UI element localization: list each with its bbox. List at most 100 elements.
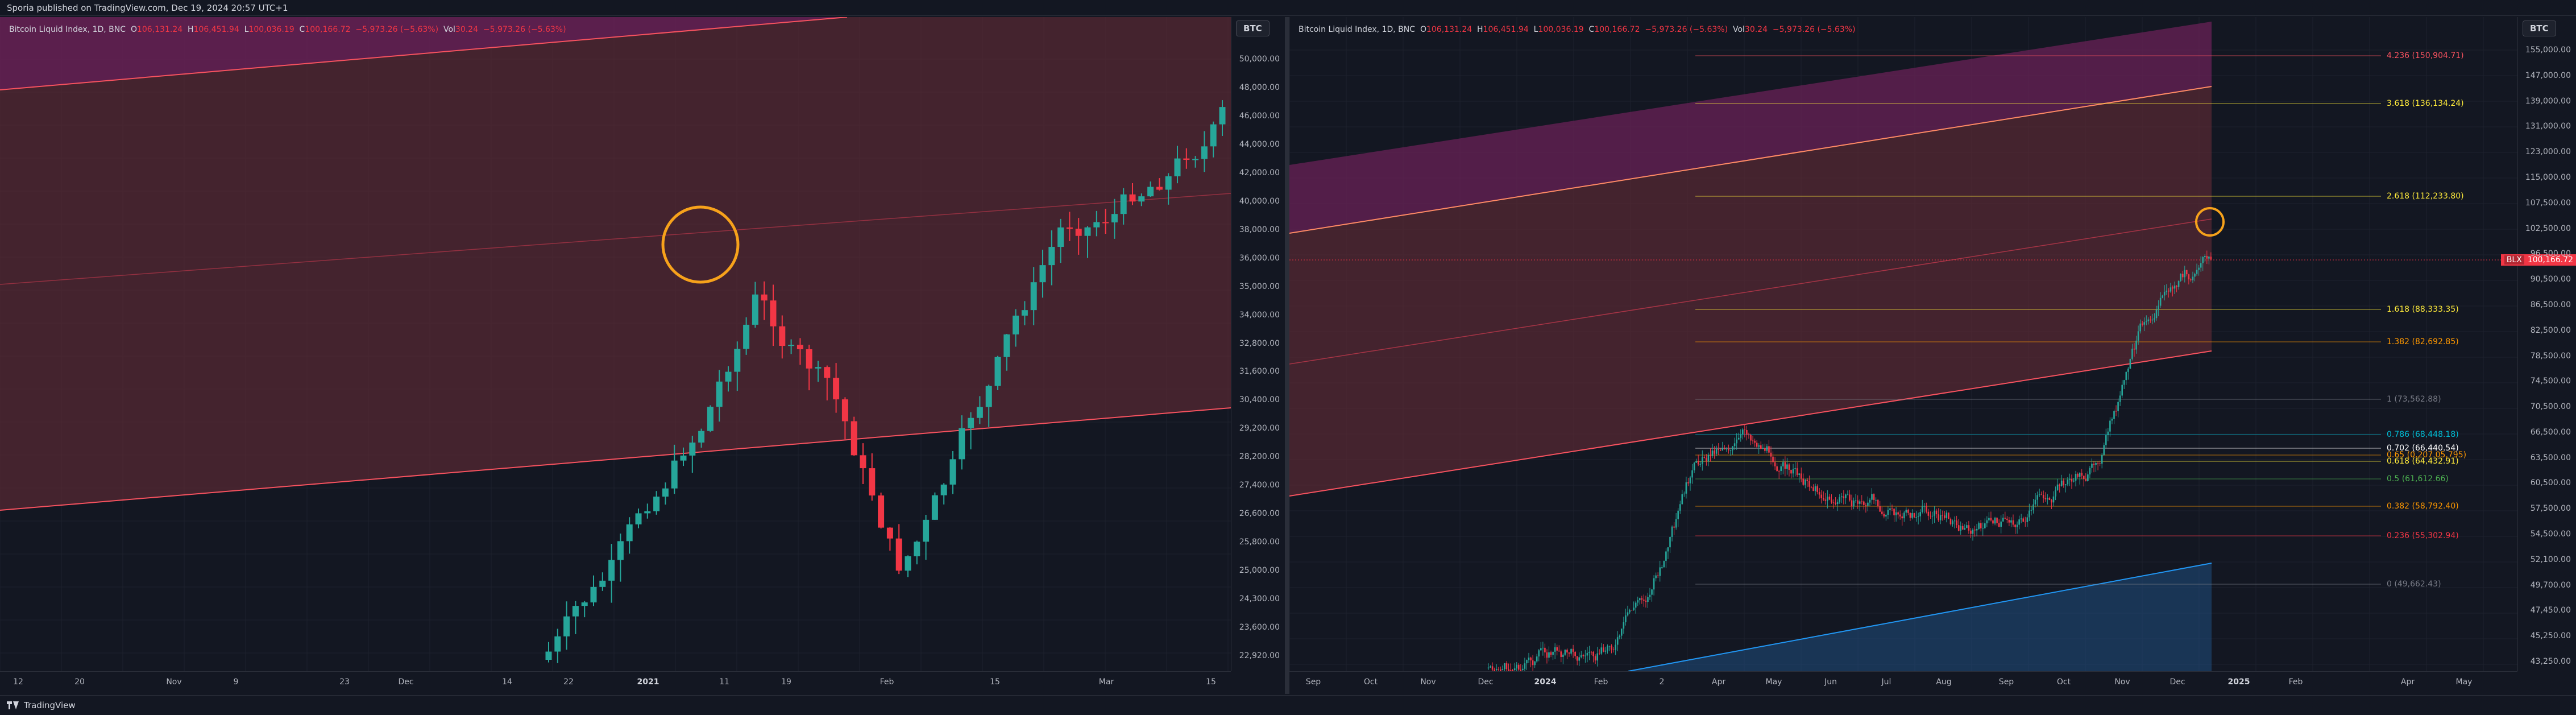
candle-body: [1174, 158, 1181, 176]
right-price-axis[interactable]: BTC BLX 100,166.72 155,000.00 147,000.00 13…: [2500, 17, 2576, 671]
candle-body: [1627, 612, 1629, 615]
candle-body: [851, 421, 857, 456]
candle-body: [2190, 279, 2192, 280]
candle-body: [1994, 518, 1996, 524]
candle-body: [1719, 449, 1722, 451]
symbol-badge[interactable]: BTC: [2523, 20, 2556, 36]
candle-body: [1604, 650, 1607, 652]
candle-body: [2141, 323, 2143, 325]
candle-body: [1899, 514, 1901, 517]
pane-divider[interactable]: [1285, 17, 1289, 694]
candle-body: [1084, 227, 1091, 236]
candle-body: [1532, 660, 1534, 666]
tradingview-brand[interactable]: TradingView: [7, 696, 76, 715]
candle-body: [1934, 510, 1935, 516]
left-price-axis[interactable]: BTC 50,000.00 48,000.00 46,000.00 44,000.00…: [1231, 17, 1285, 671]
candle-body: [1491, 666, 1494, 670]
right-chart-canvas[interactable]: [1289, 17, 2517, 671]
candle-body: [1623, 622, 1625, 629]
legend-vol-change: −5,973.26 (−5.63%): [483, 25, 566, 34]
candle-body: [1653, 578, 1655, 590]
left-time-axis[interactable]: 12 20 Nov 9 23 Dec 14 22 2021 11 19 Feb 15 Mar 15: [0, 671, 1231, 694]
candle-body: [1964, 528, 1966, 530]
candle-body: [1643, 600, 1645, 601]
candle-body: [1758, 445, 1760, 447]
candle-body: [2163, 292, 2166, 296]
candle-body: [698, 431, 705, 443]
price-tick-label: 22,920.00: [1239, 651, 1280, 660]
candle-body: [1752, 440, 1754, 441]
price-tick-label: 123,000.00: [2525, 147, 2571, 157]
candle-body: [1970, 530, 1972, 534]
candle-body: [1576, 656, 1578, 661]
candle-body: [1706, 457, 1707, 461]
candle-body: [1588, 651, 1590, 653]
price-tick-label: 38,000.00: [1239, 225, 1280, 234]
candle-body: [1903, 513, 1905, 519]
candle-body: [2172, 287, 2173, 289]
right-time-axis[interactable]: Sep Oct Nov Dec 2024 Feb 2 Apr May Jun Jul Aug Sep Oc…: [1289, 671, 2517, 694]
left-chart-pane[interactable]: Bitcoin Liquid Index, 1D, BNC O106,131.2…: [0, 17, 1285, 694]
candle-body: [644, 511, 651, 514]
candle-body: [2008, 519, 2010, 523]
candle-body: [1538, 650, 1540, 657]
price-tick-label: 52,100.00: [2530, 555, 2571, 564]
candle-body: [1534, 661, 1536, 666]
candle-body: [653, 497, 660, 511]
legend-low-label: L: [244, 25, 249, 34]
candle-body: [1814, 486, 1816, 491]
candle-body: [2042, 494, 2044, 498]
channel-fill: [0, 17, 1231, 510]
fib-level-label: 0.5 (61,612.66): [2387, 474, 2449, 483]
candle-body: [2109, 420, 2111, 432]
publish-header: Sporia published on TradingView.com, Dec…: [0, 0, 2576, 16]
candle-body: [1645, 600, 1647, 602]
candle-body: [761, 294, 768, 301]
candle-body: [1066, 227, 1073, 229]
candle-body: [752, 294, 758, 325]
price-tick-label: 70,500.00: [2530, 402, 2571, 412]
candle-body: [1857, 500, 1859, 504]
legend-low: 100,036.19: [1538, 25, 1584, 34]
candle-body: [2181, 274, 2184, 278]
candle-body: [1867, 502, 1869, 506]
right-chart-pane[interactable]: Bitcoin Liquid Index, 1D, BNC O106,131.2…: [1289, 17, 2576, 694]
price-tick-label: 96,500.00: [2530, 249, 2571, 259]
time-tick-label: Apr: [2400, 677, 2415, 687]
candle-body: [1592, 651, 1594, 656]
candle-body: [2176, 286, 2177, 287]
candle-body: [1806, 480, 1808, 481]
symbol-badge[interactable]: BTC: [1236, 20, 1270, 36]
candle-body: [1805, 480, 1806, 485]
candle-body: [1812, 487, 1814, 491]
candle-body: [2210, 257, 2212, 260]
candle-body: [1824, 499, 1827, 501]
candle-body: [1845, 494, 1847, 498]
candle-body: [1782, 462, 1784, 466]
candle-body: [1818, 492, 1820, 495]
candle-body: [2014, 524, 2016, 527]
candle-body: [1633, 607, 1635, 610]
price-tick-label: 57,500.00: [2530, 504, 2571, 514]
candle-body: [1663, 560, 1665, 568]
candle-body: [1671, 526, 1673, 537]
candle-body: [1619, 635, 1621, 638]
candle-body: [1552, 651, 1554, 655]
candle-body: [1693, 462, 1695, 470]
candle-body: [1901, 516, 1903, 519]
candle-body: [2059, 484, 2060, 486]
candle-body: [1949, 519, 1952, 524]
candle-body: [734, 349, 741, 372]
brand-name: TradingView: [24, 700, 76, 710]
candle-body: [1039, 265, 1046, 283]
price-tick-label: 78,500.00: [2530, 351, 2571, 361]
candle-body: [1957, 525, 1960, 531]
left-chart-canvas[interactable]: [0, 17, 1231, 671]
legend-close: 100,166.72: [305, 25, 351, 34]
candle-body: [1540, 648, 1542, 651]
candle-body: [2147, 319, 2150, 321]
candle-body: [1649, 594, 1651, 597]
candle-body: [1675, 519, 1677, 528]
candle-body: [2002, 518, 2004, 522]
candle-body: [1754, 440, 1756, 443]
